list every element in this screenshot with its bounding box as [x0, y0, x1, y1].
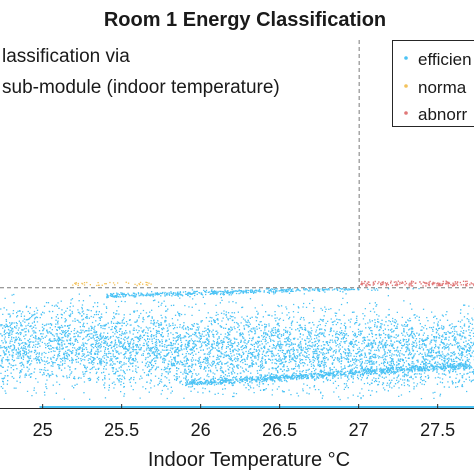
annotation-line-2: sub-module (indoor temperature) — [2, 77, 280, 98]
legend-marker-efficient — [404, 56, 408, 60]
x-tick-label: 26 — [191, 420, 211, 440]
x-tick-label: 27.5 — [420, 420, 455, 440]
x-tick-label: 25 — [33, 420, 53, 440]
x-tick-label: 25.5 — [104, 420, 139, 440]
x-axis-label: Indoor Temperature °C — [148, 449, 350, 471]
x-tick-label: 27 — [349, 420, 369, 440]
legend-marker-normal — [404, 84, 408, 88]
x-axis-ticks: 25 25.5 26 26.5 27 27.5 — [33, 404, 455, 440]
legend-marker-abnormal — [404, 111, 408, 115]
legend-label-efficient: efficien — [418, 50, 472, 69]
threshold-lines — [0, 40, 474, 289]
x-tick-label: 26.5 — [262, 420, 297, 440]
chart-title: Room 1 Energy Classification — [104, 9, 386, 31]
series-efficient-points — [0, 287, 474, 401]
legend: efficien norma abnorr — [392, 40, 474, 127]
annotation-line-1: lassification via — [2, 46, 130, 67]
scatter-points — [0, 280, 474, 408]
legend-label-normal: norma — [418, 78, 467, 97]
legend-label-abnormal: abnorr — [418, 105, 467, 124]
series-normal-points — [72, 281, 152, 287]
